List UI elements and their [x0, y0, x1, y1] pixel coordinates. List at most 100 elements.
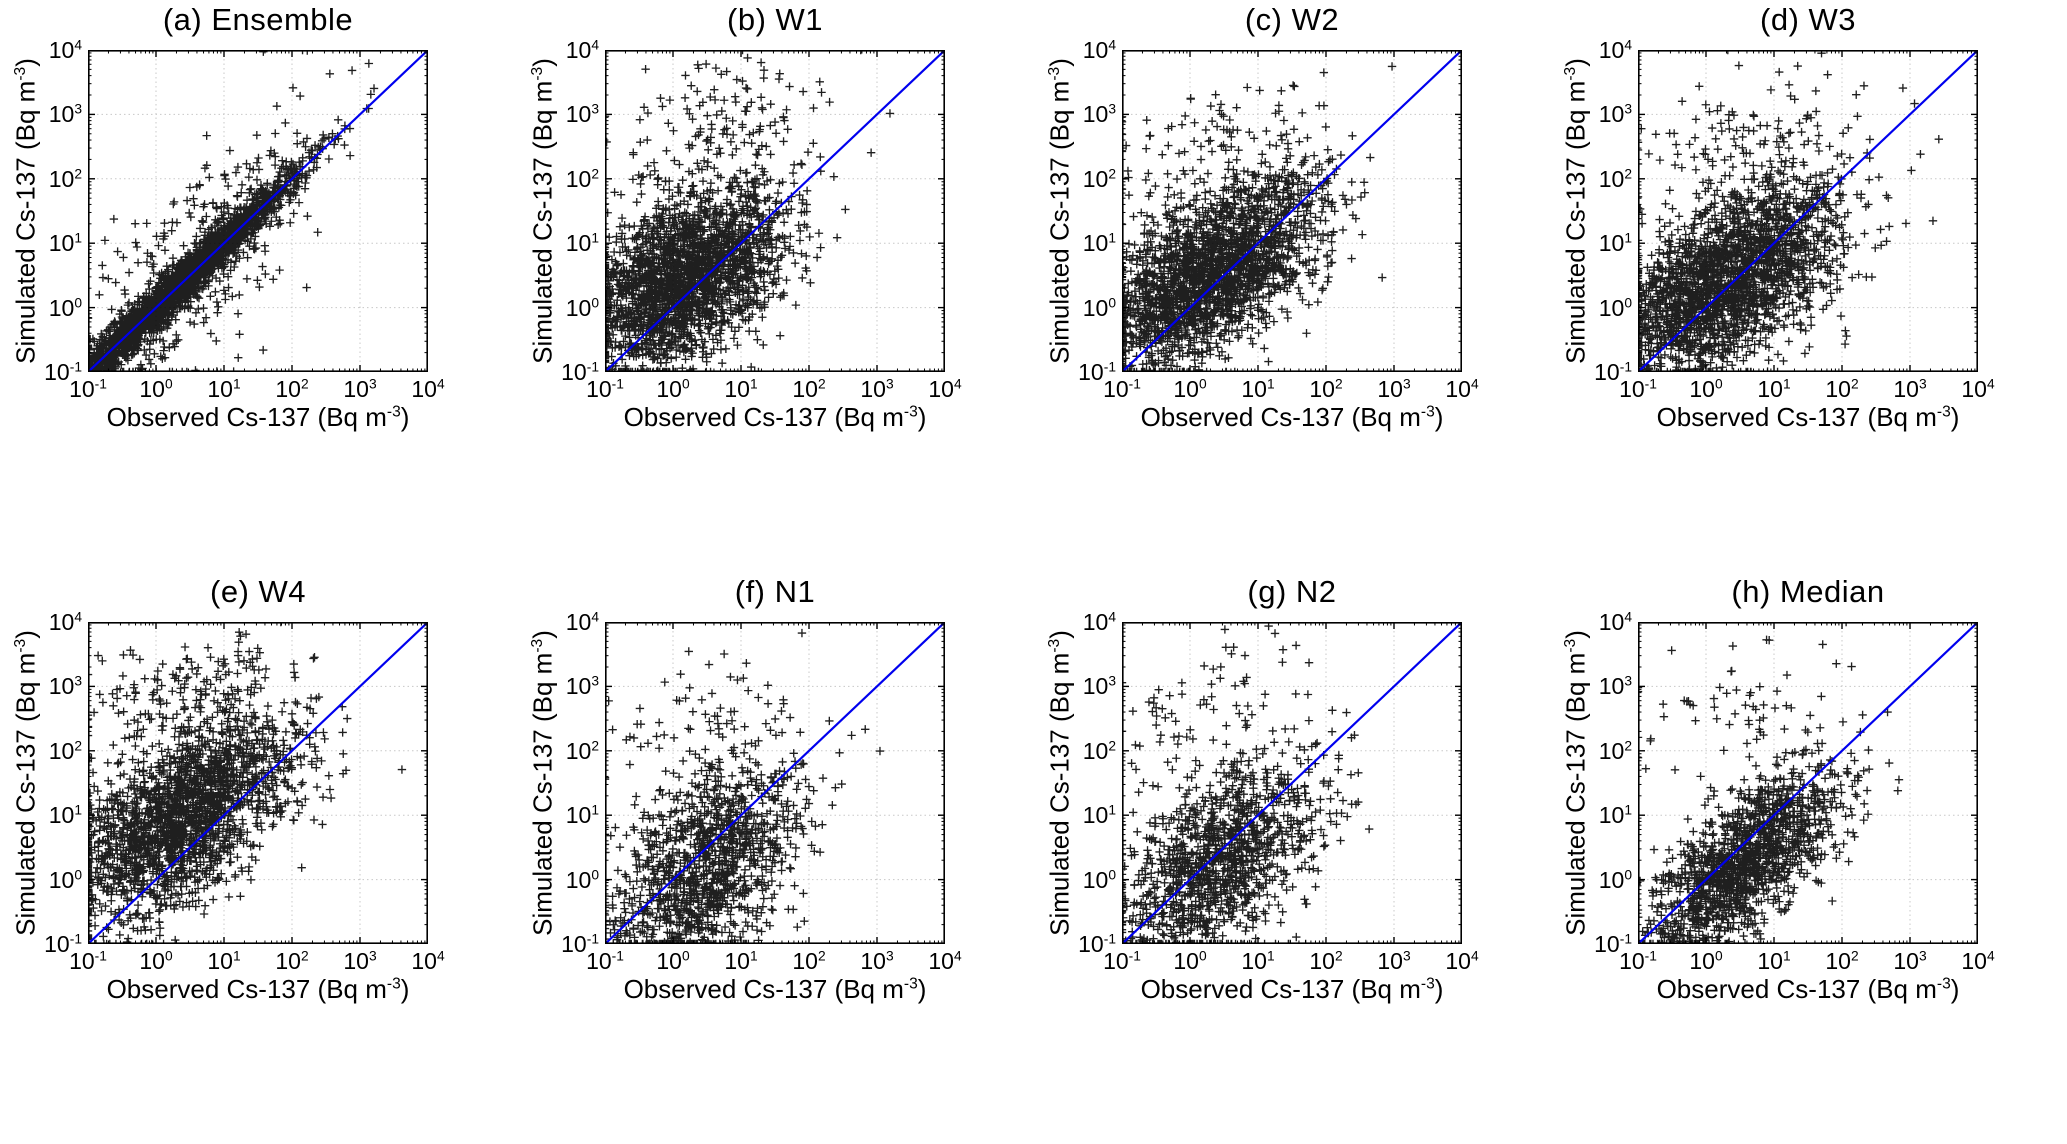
- label-text: Observed Cs-137 (Bq m: [623, 974, 904, 1004]
- tick-exponent: 4: [436, 948, 445, 964]
- y-tick-label: 102: [0, 166, 82, 192]
- tick-exponent: 4: [591, 37, 599, 53]
- tick-base: 10: [860, 948, 886, 974]
- label-superscript: -3: [1936, 975, 1951, 993]
- x-tick-label: 10-1: [1103, 948, 1141, 975]
- y-tick-label: 103: [517, 673, 599, 699]
- label-superscript: -3: [1420, 403, 1435, 421]
- y-tick-label: 103: [1034, 673, 1116, 699]
- tick-exponent: -1: [586, 931, 599, 947]
- x-tick-label: 101: [207, 948, 240, 975]
- y-tick-label: 101: [1550, 802, 1632, 828]
- tick-exponent: -1: [94, 376, 107, 392]
- panel-e: (e) W4 Simulated Cs-137 (Bq m-3) Observed …: [0, 572, 517, 1144]
- y-tick-label: 100: [0, 867, 82, 893]
- y-tick-label: 101: [517, 230, 599, 256]
- x-tick-label: 103: [343, 376, 376, 403]
- x-tick-label: 101: [1757, 376, 1790, 403]
- tick-exponent: 3: [368, 376, 377, 392]
- tick-exponent: -1: [69, 931, 82, 947]
- x-tick-label: 101: [1757, 948, 1790, 975]
- tick-exponent: 2: [300, 948, 309, 964]
- label-superscript: -3: [11, 66, 29, 81]
- tick-base: 10: [1082, 37, 1109, 63]
- y-tick-label: 100: [1034, 867, 1116, 893]
- panel-a: (a) Ensemble Simulated Cs-137 (Bq m-3) Obs…: [0, 0, 517, 572]
- panel-title: (f) N1: [734, 574, 816, 609]
- tick-base: 10: [565, 609, 592, 635]
- tick-exponent: 3: [1108, 673, 1116, 689]
- x-tick-label: 100: [1689, 948, 1722, 975]
- x-tick-label: 103: [343, 948, 376, 975]
- tick-base: 10: [1598, 802, 1625, 829]
- tick-base: 10: [586, 376, 612, 402]
- tick-base: 10: [69, 948, 95, 974]
- tick-exponent: 0: [1198, 948, 1207, 964]
- label-superscript: -3: [903, 975, 918, 993]
- tick-exponent: 3: [1624, 673, 1632, 689]
- tick-base: 10: [565, 866, 592, 893]
- tick-base: 10: [1082, 802, 1109, 829]
- panel-title: (e) W4: [210, 574, 306, 609]
- tick-base: 10: [1598, 101, 1625, 128]
- tick-exponent: 1: [1782, 948, 1791, 964]
- tick-exponent: 2: [817, 376, 826, 392]
- y-tick-label: 100: [1550, 295, 1632, 321]
- tick-exponent: 2: [591, 738, 599, 754]
- tick-base: 10: [928, 376, 954, 402]
- tick-exponent: 2: [1108, 166, 1116, 182]
- tick-exponent: -1: [1128, 948, 1141, 964]
- x-tick-label: 10-1: [69, 376, 107, 403]
- tick-exponent: 3: [1918, 376, 1927, 392]
- y-tick-label: 100: [0, 295, 82, 321]
- tick-base: 10: [1598, 294, 1625, 321]
- tick-exponent: 0: [74, 866, 82, 882]
- y-tick-label: 104: [1550, 37, 1632, 63]
- label-text: ): [1950, 402, 1960, 432]
- label-superscript: -3: [528, 638, 546, 653]
- tick-base: 10: [1103, 376, 1129, 402]
- label-text: ): [400, 402, 410, 432]
- tick-exponent: 2: [74, 738, 82, 754]
- tick-base: 10: [1173, 376, 1199, 402]
- tick-exponent: 3: [368, 948, 377, 964]
- tick-exponent: 3: [74, 101, 82, 117]
- x-tick-label: 10-1: [586, 376, 624, 403]
- tick-base: 10: [565, 101, 592, 128]
- tick-exponent: 4: [953, 948, 962, 964]
- tick-exponent: 3: [591, 673, 599, 689]
- x-tick-label: 102: [1825, 948, 1858, 975]
- tick-base: 10: [565, 294, 592, 321]
- panel-title: (a) Ensemble: [162, 2, 354, 37]
- tick-base: 10: [1598, 609, 1625, 635]
- y-tick-label: 104: [517, 37, 599, 63]
- tick-exponent: 1: [749, 376, 758, 392]
- tick-base: 10: [1377, 948, 1403, 974]
- label-text: ): [1434, 974, 1444, 1004]
- tick-exponent: -1: [586, 359, 599, 375]
- y-tick-label: 103: [0, 101, 82, 127]
- tick-exponent: 0: [1108, 294, 1116, 310]
- tick-exponent: 3: [74, 673, 82, 689]
- tick-base: 10: [792, 948, 818, 974]
- x-tick-label: 102: [792, 948, 825, 975]
- x-tick-label: 103: [1893, 948, 1926, 975]
- tick-base: 10: [69, 376, 95, 402]
- scatter-plot-canvas: [1638, 622, 1978, 944]
- x-tick-label: 100: [656, 948, 689, 975]
- tick-exponent: -1: [1644, 376, 1657, 392]
- tick-exponent: 1: [1266, 948, 1275, 964]
- tick-base: 10: [48, 294, 75, 321]
- tick-base: 10: [1619, 948, 1645, 974]
- tick-base: 10: [1825, 948, 1851, 974]
- panel-g: (g) N2 Simulated Cs-137 (Bq m-3) Observed …: [1034, 572, 1551, 1144]
- x-tick-label: 10-1: [586, 948, 624, 975]
- label-superscript: -3: [1936, 403, 1951, 421]
- x-axis-label: Observed Cs-137 (Bq m-3): [88, 974, 428, 1005]
- x-tick-label: 102: [1309, 376, 1342, 403]
- tick-exponent: 2: [1108, 738, 1116, 754]
- y-tick-label: 102: [0, 738, 82, 764]
- label-superscript: -3: [11, 638, 29, 653]
- tick-base: 10: [44, 359, 70, 385]
- tick-exponent: 4: [1624, 37, 1632, 53]
